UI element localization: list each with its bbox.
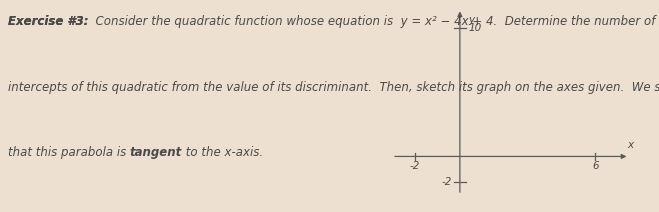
Text: to the x-axis.: to the x-axis. [182,146,264,159]
Text: -2: -2 [409,161,420,171]
Text: Exercise #3:: Exercise #3: [8,15,88,28]
Text: intercepts of this quadratic from the value of its discriminant.  Then, sketch i: intercepts of this quadratic from the va… [8,81,659,93]
Text: 6: 6 [592,161,599,171]
Text: -2: -2 [441,177,451,187]
Text: tangent: tangent [130,146,182,159]
Text: y: y [469,15,474,25]
Text: Exercise #3:: Exercise #3: [8,15,88,28]
Text: that this parabola is: that this parabola is [8,146,130,159]
Text: x: x [627,140,633,150]
Text: 10: 10 [469,23,482,33]
Text: Consider the quadratic function whose equation is  y = x² − 4x + 4.  Determine t: Consider the quadratic function whose eq… [88,15,659,28]
